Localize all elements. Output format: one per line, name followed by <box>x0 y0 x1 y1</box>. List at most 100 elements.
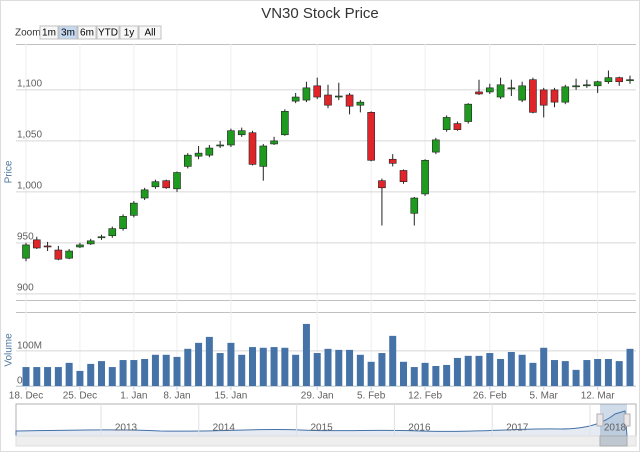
candle-body <box>583 84 591 87</box>
volume-bar <box>604 358 612 386</box>
zoom-button[interactable] <box>138 25 162 40</box>
candle-body <box>248 132 257 165</box>
y2-axis-title: Volume <box>4 333 15 367</box>
volume-bar <box>443 364 451 386</box>
scrollbar-thumb[interactable] <box>599 435 628 447</box>
candle-body <box>194 152 203 157</box>
y-tick-label: 1,050 <box>17 130 42 141</box>
candle-body <box>32 239 41 249</box>
candle-body <box>130 202 138 216</box>
navigator-series <box>15 410 628 437</box>
chart-title: VN30 Stock Price <box>261 5 379 22</box>
volume-bar <box>270 347 278 386</box>
candle-body <box>291 96 300 102</box>
zoom-button[interactable] <box>96 25 120 40</box>
navigator-label: 2018 <box>604 423 627 434</box>
x-tick-label: 15. Jan <box>215 391 248 402</box>
candle-body <box>97 236 106 239</box>
y-tick-label: 900 <box>17 283 34 294</box>
candle-body <box>410 197 419 214</box>
volume-bar <box>432 366 440 386</box>
zoom-button[interactable] <box>58 25 78 40</box>
volume-bar <box>400 361 407 386</box>
candle-body <box>442 117 451 130</box>
navigator-mask[interactable] <box>600 404 627 436</box>
zoom-button[interactable] <box>77 25 97 40</box>
x-tick-label: 18. Dec <box>9 391 43 402</box>
x-tick-label: 29. Jan <box>301 391 334 402</box>
volume-bar <box>22 367 30 386</box>
candle-body <box>173 172 181 190</box>
candle-body <box>22 244 30 259</box>
candle-body <box>227 130 235 146</box>
y-tick-label: 1,000 <box>17 181 42 192</box>
candle-body <box>615 77 624 83</box>
volume-bar <box>54 367 62 386</box>
volume-bar <box>141 358 149 386</box>
candle-body <box>356 101 365 106</box>
volume-bar <box>195 342 203 386</box>
volume-bar <box>475 355 483 386</box>
navigator-handle[interactable] <box>623 413 631 427</box>
x-tick-label: 26. Feb <box>473 391 507 402</box>
volume-bar <box>346 349 354 386</box>
candle-body <box>539 89 548 106</box>
navigator-label: 2013 <box>115 423 138 434</box>
candle-body <box>388 158 397 164</box>
volume-bar <box>410 367 418 386</box>
zoom-button-label[interactable]: 1m <box>42 28 56 39</box>
candle-body <box>259 145 268 167</box>
zoom-button[interactable] <box>39 25 59 40</box>
candle-body <box>475 91 483 95</box>
volume-bar <box>87 363 95 386</box>
volume-bar <box>313 353 321 386</box>
volume-bar <box>216 353 224 386</box>
zoom-button-label[interactable]: All <box>144 28 155 39</box>
candle-body <box>367 112 375 161</box>
volume-bar <box>561 361 569 386</box>
candle-body <box>421 159 429 195</box>
volume-bar <box>281 347 289 386</box>
volume-bar <box>367 361 375 386</box>
volume-bar <box>259 347 267 386</box>
volume-bar <box>130 360 138 386</box>
y-axis-title: Price <box>4 160 15 183</box>
candle-body <box>86 240 95 245</box>
volume-bar <box>626 348 634 386</box>
candle-body <box>453 123 462 130</box>
y-tick-label: 950 <box>17 232 34 243</box>
x-tick-label: 25. Dec <box>63 391 97 402</box>
volume-bar <box>518 354 526 386</box>
candle-body <box>237 130 246 136</box>
volume-bar <box>615 361 623 386</box>
candle-body <box>65 250 73 259</box>
navigator-label: 2017 <box>506 423 529 434</box>
candle-body <box>561 86 570 103</box>
volume-bar <box>292 354 300 386</box>
zoom-label: Zoom <box>15 28 41 39</box>
candle-body <box>334 95 343 98</box>
volume-bar <box>302 323 310 386</box>
volume-bar <box>227 342 235 386</box>
zoom-button-label[interactable]: 6m <box>80 28 94 39</box>
y2-tick-label: 0 <box>17 376 23 387</box>
volume-bar <box>421 362 429 386</box>
volume-bar <box>486 353 494 386</box>
zoom-button-label[interactable]: YTD <box>98 28 118 39</box>
zoom-button-label[interactable]: 1y <box>124 28 135 39</box>
x-tick-label: 5. Feb <box>357 391 386 402</box>
candle-body <box>281 111 289 136</box>
scrollbar-track[interactable] <box>15 435 637 447</box>
candle-body <box>302 87 311 101</box>
zoom-button-label[interactable]: 3m <box>61 28 75 39</box>
x-tick-label: 12. Feb <box>408 391 442 402</box>
x-tick-label: 12. Mar <box>581 391 616 402</box>
zoom-button[interactable] <box>119 25 139 40</box>
candle-body <box>54 249 63 260</box>
navigator-label: 2016 <box>408 423 431 434</box>
volume-bar <box>464 355 472 386</box>
navigator-handle[interactable] <box>596 413 604 427</box>
volume-bar <box>453 357 461 386</box>
volume-bar <box>119 360 127 386</box>
volume-bar <box>65 362 73 386</box>
